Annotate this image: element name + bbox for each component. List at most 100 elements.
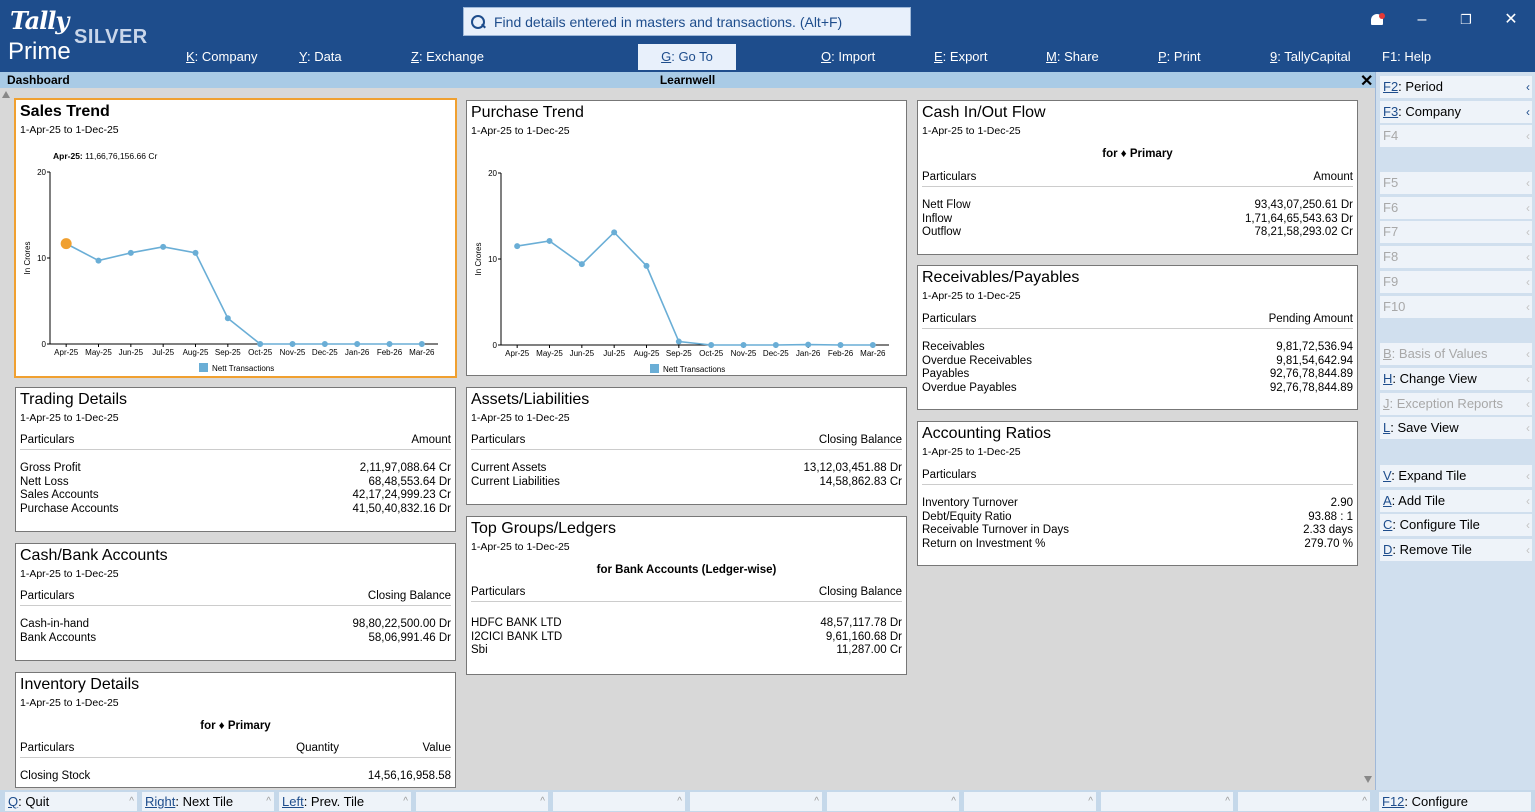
table-row[interactable]: Debt/Equity Ratio 93.88 : 1 — [922, 510, 1353, 523]
f6-button[interactable]: F6 ‹ — [1380, 197, 1532, 219]
tile-accounting-ratios[interactable]: Accounting Ratios 1-Apr-25 to 1-Dec-25 P… — [917, 421, 1358, 566]
tile-period: 1-Apr-25 to 1-Dec-25 — [922, 290, 1021, 302]
table-row[interactable]: HDFC BANK LTD 48,57,117.78 Dr — [471, 617, 902, 629]
table-row[interactable]: Gross Profit 2,11,97,088.64 Cr — [20, 462, 451, 474]
tile-sales-trend[interactable]: Sales Trend 1-Apr-25 to 1-Dec-25 Apr-25:… — [14, 98, 457, 378]
column-header: Particulars Amount — [20, 434, 451, 450]
period-button[interactable]: F2: Period ‹ — [1380, 76, 1532, 98]
y-tick-label: 10 — [37, 254, 46, 263]
chevron-up-icon: ^ — [1088, 796, 1093, 807]
empty-bottom-button[interactable]: ^ — [964, 792, 1096, 811]
table-row[interactable]: Receivable Turnover in Days 2.33 days — [922, 524, 1353, 537]
table-row[interactable]: I2CICI BANK LTD 9,61,160.68 Dr — [471, 630, 902, 643]
x-tick-label: May-25 — [536, 349, 563, 358]
configure-button[interactable]: F12: Configure — [1379, 792, 1531, 811]
table-row[interactable]: Receivables 9,81,72,536.94 — [922, 341, 1353, 353]
menu-export[interactable]: E: Export — [934, 49, 988, 64]
table-row[interactable]: Current Assets 13,12,03,451.88 Dr — [471, 462, 902, 474]
table-row[interactable]: Sales Accounts 42,17,24,999.23 Cr — [20, 489, 451, 502]
table-row[interactable]: Bank Accounts 58,06,991.46 Dr — [20, 631, 451, 644]
f8-button[interactable]: F8 ‹ — [1380, 246, 1532, 268]
chevron-left-icon: ‹ — [1526, 372, 1530, 386]
tile-trading-details[interactable]: Trading Details 1-Apr-25 to 1-Dec-25 Par… — [15, 387, 456, 532]
table-row[interactable]: Return on Investment % 279.70 % — [922, 537, 1353, 550]
table-row[interactable]: Nett Flow 93,43,07,250.61 Dr — [922, 199, 1353, 211]
menu-go-to[interactable]: G: Go To — [638, 44, 736, 70]
change-view-button[interactable]: H: Change View ‹ — [1380, 368, 1532, 390]
x-tick-label: Oct-25 — [699, 349, 724, 358]
chevron-left-icon: ‹ — [1526, 129, 1530, 143]
empty-bottom-button[interactable]: ^ — [416, 792, 548, 811]
data-point — [386, 341, 393, 347]
empty-bottom-button[interactable]: ^ — [1238, 792, 1370, 811]
exception-reports-button[interactable]: J: Exception Reports ‹ — [1380, 393, 1532, 415]
x-tick-label: Nov-25 — [731, 349, 757, 358]
table-row[interactable]: Nett Loss 68,48,553.64 Dr — [20, 475, 451, 488]
tile-inventory-details[interactable]: Inventory Details 1-Apr-25 to 1-Dec-25 f… — [15, 672, 456, 788]
table-row[interactable]: Payables 92,76,78,844.89 — [922, 368, 1353, 381]
empty-bottom-button[interactable]: ^ — [827, 792, 959, 811]
menu-exchange[interactable]: Z: Exchange — [411, 49, 484, 64]
table-row[interactable]: Inventory Turnover 2.90 — [922, 497, 1353, 509]
f10-button[interactable]: F10 ‹ — [1380, 296, 1532, 318]
table-row[interactable]: Inflow 1,71,64,65,543.63 Dr — [922, 212, 1353, 225]
f5-button[interactable]: F5 ‹ — [1380, 172, 1532, 194]
table-row[interactable]: Current Liabilities 14,58,862.83 Cr — [471, 475, 902, 488]
table-row[interactable]: Cash-in-hand 98,80,22,500.00 Dr — [20, 618, 451, 630]
x-tick-label: Sep-25 — [215, 348, 241, 357]
column-header: Particulars Quantity Value — [20, 742, 451, 758]
tile-purchase-trend[interactable]: Purchase Trend 1-Apr-25 to 1-Dec-25 0 10 2… — [466, 100, 907, 376]
search-box[interactable]: Find details entered in masters and tran… — [463, 7, 911, 36]
close-window-button[interactable]: ✕ — [1504, 11, 1518, 28]
f7-button[interactable]: F7 ‹ — [1380, 221, 1532, 243]
minimize-button[interactable]: – — [1417, 11, 1427, 28]
close-icon[interactable]: ✕ — [1360, 73, 1374, 90]
next-tile-button[interactable]: Right: Next Tile ^ — [142, 792, 274, 811]
menu-help[interactable]: F1: Help — [1382, 49, 1432, 64]
tile-rows: Nett Flow 93,43,07,250.61 Dr Inflow 1,71,6… — [922, 199, 1353, 240]
tile-rows: Current Assets 13,12,03,451.88 Dr Current… — [471, 462, 902, 489]
tile-cash-in-out-flow[interactable]: Cash In/Out Flow 1-Apr-25 to 1-Dec-25 fo… — [917, 100, 1358, 255]
data-point — [578, 261, 585, 268]
scroll-down-arrow-icon[interactable] — [1364, 776, 1372, 783]
f4-button[interactable]: F4 ‹ — [1380, 125, 1532, 147]
tile-top-groups-ledgers[interactable]: Top Groups/Ledgers 1-Apr-25 to 1-Dec-25 … — [466, 516, 907, 675]
data-point — [257, 341, 264, 347]
f9-button[interactable]: F9 ‹ — [1380, 271, 1532, 293]
tile-receivables-payables[interactable]: Receivables/Payables 1-Apr-25 to 1-Dec-2… — [917, 265, 1358, 410]
sales-trend-chart: 0 10 20 In Crores Apr-25 May-25 Jun-25 Jul-25 Au… — [23, 168, 438, 373]
configure-tile-button[interactable]: C: Configure Tile ‹ — [1380, 514, 1532, 536]
scroll-up-arrow-icon[interactable] — [2, 91, 10, 98]
column-header: Particulars Closing Balance — [20, 590, 451, 606]
menu-data[interactable]: Y: Data — [299, 49, 342, 64]
table-row[interactable]: Overdue Receivables 9,81,54,642.94 — [922, 354, 1353, 367]
basis-of-values-button[interactable]: B: Basis of Values ‹ — [1380, 343, 1532, 365]
add-tile-button[interactable]: A: Add Tile ‹ — [1380, 490, 1532, 512]
table-row[interactable]: Sbi 11,287.00 Cr — [471, 644, 902, 657]
table-row[interactable]: Outflow 78,21,58,293.02 Cr — [922, 226, 1353, 239]
menu-company[interactable]: K: Company — [186, 49, 258, 64]
save-view-button[interactable]: L: Save View ‹ — [1380, 417, 1532, 439]
tile-assets-liabilities[interactable]: Assets/Liabilities 1-Apr-25 to 1-Dec-25 … — [466, 387, 907, 505]
empty-bottom-button[interactable]: ^ — [690, 792, 822, 811]
menu-import[interactable]: O: Import — [821, 49, 876, 64]
tile-period: 1-Apr-25 to 1-Dec-25 — [20, 412, 119, 424]
empty-bottom-button[interactable]: ^ — [553, 792, 685, 811]
tile-cash-bank-accounts[interactable]: Cash/Bank Accounts 1-Apr-25 to 1-Dec-25 … — [15, 543, 456, 661]
quit-button[interactable]: Q: Quit ^ — [5, 792, 137, 811]
remove-tile-button[interactable]: D: Remove Tile ‹ — [1380, 539, 1532, 561]
empty-bottom-button[interactable]: ^ — [1101, 792, 1233, 811]
company-button[interactable]: F3: Company ‹ — [1380, 101, 1532, 123]
prev-tile-button[interactable]: Left: Prev. Tile ^ — [279, 792, 411, 811]
table-row[interactable]: Purchase Accounts 41,50,40,832.16 Dr — [20, 502, 451, 515]
menu-tallycapital[interactable]: 9: TallyCapital — [1270, 49, 1351, 64]
notification-bell-icon[interactable] — [1370, 12, 1385, 28]
tile-rows: Inventory Turnover 2.90 Debt/Equity Ratio… — [922, 497, 1353, 551]
expand-tile-button[interactable]: V: Expand Tile ‹ — [1380, 465, 1532, 487]
chevron-left-icon: ‹ — [1526, 518, 1530, 532]
table-row[interactable]: Closing Stock 14,56,16,958.58 — [20, 770, 451, 782]
menu-print[interactable]: P: Print — [1158, 49, 1201, 64]
menu-share[interactable]: M: Share — [1046, 49, 1099, 64]
table-row[interactable]: Overdue Payables 92,76,78,844.89 — [922, 381, 1353, 394]
restore-button[interactable]: ❐ — [1460, 12, 1472, 27]
